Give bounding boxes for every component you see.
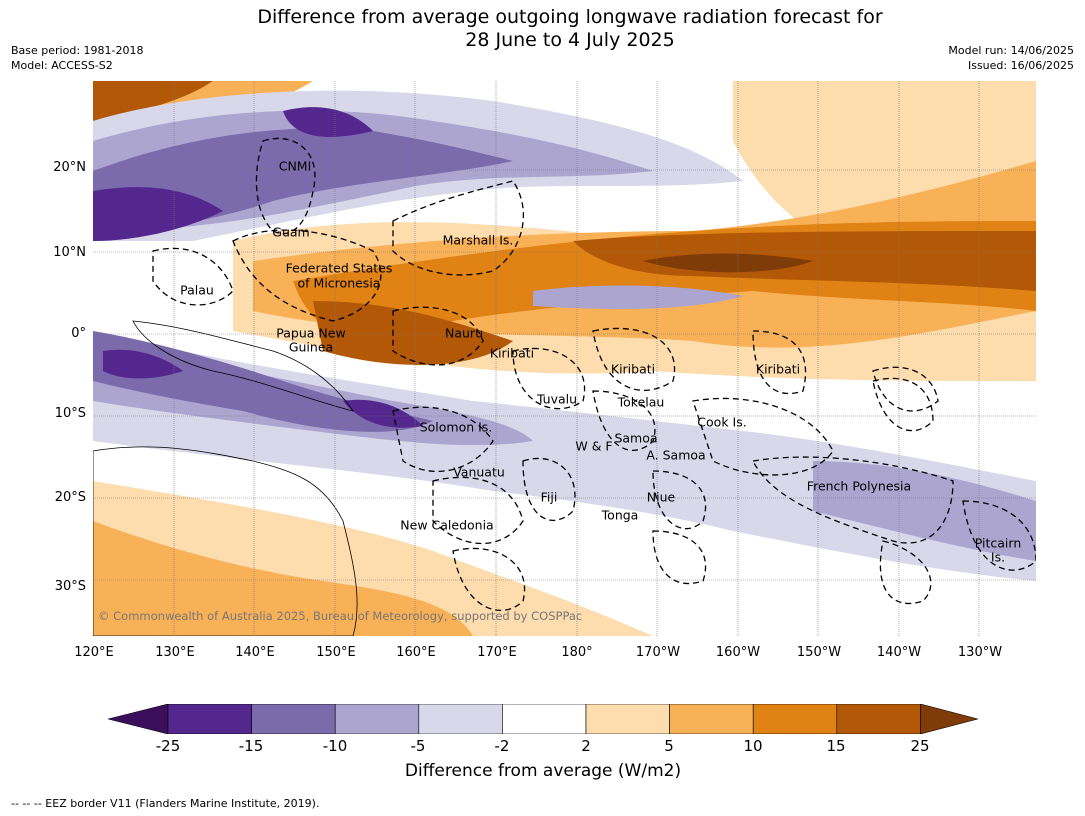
colorbar-segment-6 [585,704,670,734]
lon-label-170e: 170°E [477,645,517,660]
region-label-new-caledonia: New Caledonia [400,517,494,533]
anomaly-dark-purple-solomon [343,399,423,428]
colorbar-segment-9 [836,704,921,734]
region-label-png-line2: Guinea [288,339,334,355]
colorbar-segment-0 [108,704,169,734]
colorbar-tick-5: 2 [581,737,591,755]
region-label-tuvalu: Tuvalu [536,391,578,407]
colorbar-tick-9: 25 [910,737,930,755]
anomaly-brown-northwest [93,81,213,121]
region-label-cook-is: Cook Is. [697,414,747,430]
lon-label-140w: 140°W [876,645,922,660]
eez-footnote: -- -- -- EEZ border V11 (Flanders Marine… [11,797,320,810]
anomaly-orange-south [93,521,473,636]
region-label-samoa: Samoa [614,430,658,446]
colorbar-tick-8: 15 [826,737,846,755]
colorbar-segment-3 [334,704,420,734]
colorbar-tick-0: -25 [155,737,181,755]
colorbar-segment-7 [669,704,754,734]
region-label-palau: Palau [180,282,214,298]
colorbar-segment-2 [251,704,336,734]
colorbar-segment-5 [502,704,587,734]
region-label-cnmi: CNMI [278,158,312,174]
base-period: Base period: 1981-2018 [11,44,144,57]
region-label-pitcairn-line2: Is. [990,549,1006,565]
region-label-kiribati-west: Kiribati [489,345,535,361]
png-coastline [132,320,354,412]
region-label-fsm-line2: of Micronesia [297,275,381,291]
colorbar-segment-4 [418,704,503,734]
lon-label-150w: 150°W [796,645,842,660]
region-label-french-polynesia: French Polynesia [806,478,912,494]
lat-label-0: 0° [71,326,86,341]
colorbar-tick-6: 5 [664,737,674,755]
lat-label-20s: 20°S [54,490,86,505]
anomaly-lilac-equatorial [533,285,743,309]
colorbar-tick-1: -15 [238,737,264,755]
lon-label-180: 180° [561,645,593,660]
issued-date: Issued: 16/06/2025 [967,59,1074,72]
region-label-fiji: Fiji [540,489,558,505]
australia-coastline [93,446,358,636]
region-label-solomon-is: Solomon Is. [419,419,493,435]
map-panel: CNMI Guam Marshall Is. Federated States … [93,81,1036,636]
region-label-american-samoa: A. Samoa [646,447,706,463]
anomaly-darkest-brown [643,253,813,273]
title-line-2: 28 June to 4 July 2025 [465,29,675,51]
region-label-tonga: Tonga [601,507,639,523]
colorbar-tick-7: 10 [743,737,763,755]
anomaly-dark-purple-cnmi [283,107,373,137]
colorbar-tick-2: -10 [322,737,348,755]
lat-label-20n: 20°N [53,160,86,175]
lon-label-130w: 130°W [957,645,1003,660]
model-name: Model: ACCESS-S2 [11,59,113,72]
meta-left: Base period: 1981-2018 Model: ACCESS-S2 [11,43,143,73]
lon-label-160e: 160°E [396,645,436,660]
region-label-wallis-futuna: W & F [575,438,613,454]
region-label-pitcairn-line1: Pitcairn [974,535,1022,551]
region-label-kiribati-east: Kiribati [755,361,801,377]
eez-borders [152,137,1036,611]
copyright-notice: © Commonwealth of Australia 2025, Bureau… [98,609,583,623]
anomaly-dark-purple-north [93,187,223,241]
region-label-fsm-line1: Federated States [285,260,393,276]
anomaly-brown-core [313,301,513,365]
anomaly-dark-purple-png [103,349,183,379]
lon-label-170w: 170°W [635,645,681,660]
colorbar-segment-1 [167,704,252,734]
lat-label-30s: 30°S [54,579,86,594]
region-label-nauru: Nauru [445,325,483,341]
lat-label-10n: 10°N [53,245,86,260]
title-line-1: Difference from average outgoing longwav… [257,6,883,28]
olr-anomaly-map [93,81,1036,636]
colorbar-tick-4: -2 [494,737,510,755]
colorbar-tick-3: -5 [410,737,426,755]
anomaly-purple-png [93,331,433,432]
lon-label-150e: 150°E [316,645,356,660]
region-label-png-line1: Papua New [276,325,346,341]
colorbar-segment-8 [752,704,838,734]
region-label-vanuatu: Vanuatu [453,464,505,480]
meta-right: Model run: 14/06/2025 Issued: 16/06/2025 [948,43,1074,73]
region-label-tokelau: Tokelau [617,394,665,410]
anomaly-lilac-polynesia [813,461,1036,561]
model-run: Model run: 14/06/2025 [948,44,1074,57]
colorbar-label: Difference from average (W/m2) [404,761,682,781]
lat-label-10s: 10°S [54,406,86,421]
map-title: Difference from average outgoing longwav… [0,6,1085,52]
lon-label-120e: 120°E [74,645,114,660]
colorbar-segment-10 [920,704,978,734]
region-label-guam: Guam [272,224,310,240]
lon-label-140e: 140°E [235,645,275,660]
graticule [93,81,1036,636]
lon-label-160w: 160°W [715,645,761,660]
colorbar [108,704,978,734]
region-label-kiribati-central: Kiribati [610,361,656,377]
region-label-niue: Niue [646,489,676,505]
lon-label-130e: 130°E [155,645,195,660]
region-label-marshall-is: Marshall Is. [442,232,514,248]
